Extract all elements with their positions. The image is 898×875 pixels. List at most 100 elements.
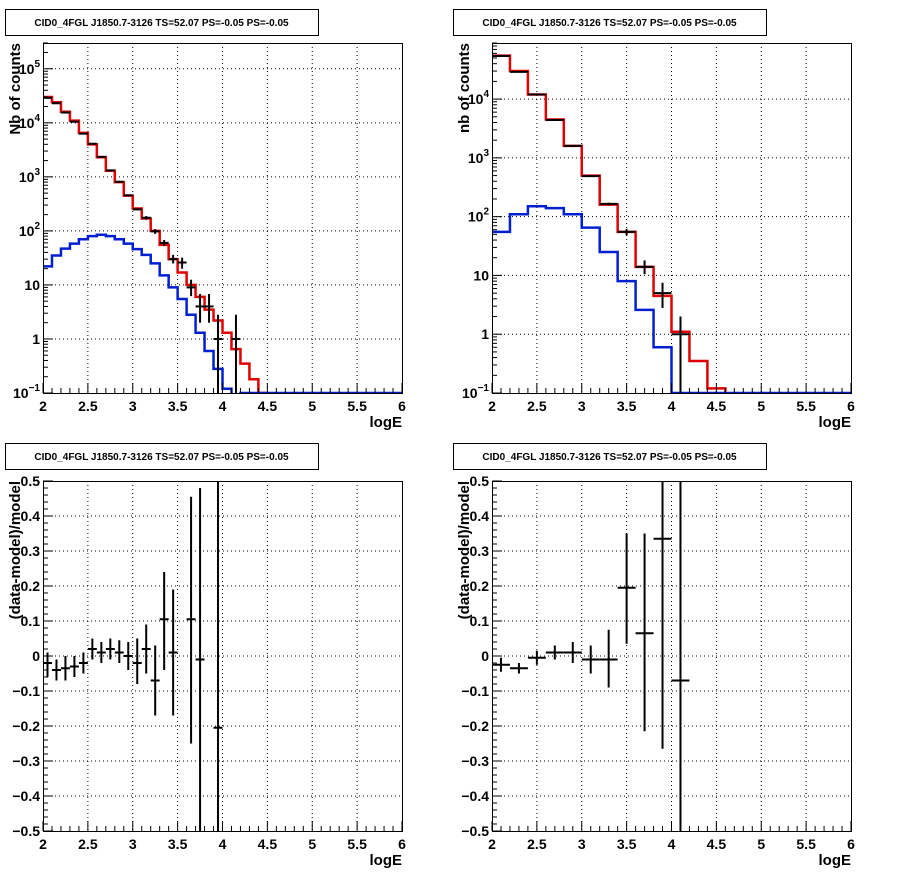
data-point	[51, 659, 61, 681]
data-point	[653, 481, 672, 749]
y-tick-label: 0.3	[21, 543, 41, 559]
x-tick-label: 6	[847, 398, 855, 414]
y-tick-label: 0	[32, 648, 40, 664]
data-point	[60, 111, 70, 114]
x-tick-label: 4.5	[258, 836, 278, 852]
data-point	[653, 282, 672, 308]
data-point	[150, 645, 160, 716]
data-point	[581, 645, 600, 674]
x-tick-label: 4.5	[707, 836, 727, 852]
x-axis-label: logE	[370, 414, 403, 431]
x-tick-label: 3.5	[168, 836, 188, 852]
data-point	[581, 175, 600, 178]
y-tick-label: 0.1	[21, 613, 41, 629]
x-tick-label: 4	[219, 398, 227, 414]
data-point	[527, 650, 546, 665]
x-tick-label: 4	[219, 836, 227, 852]
data-point	[186, 496, 196, 744]
y-axis-label: Nb of counts	[7, 43, 24, 135]
y-axis-label: nb of counts	[456, 43, 473, 133]
x-tick-label: 5.5	[347, 398, 367, 414]
x-tick-label: 5	[308, 398, 316, 414]
y-tick-label: 1	[481, 326, 489, 342]
data-point	[617, 533, 636, 644]
data-point	[114, 640, 124, 663]
x-tick-label: 2.5	[527, 836, 547, 852]
data-point	[599, 629, 618, 688]
y-tick-label: −0.3	[461, 753, 489, 769]
data-point	[141, 216, 151, 220]
y-tick-label: 0.5	[470, 473, 490, 489]
chart-title: CID0_4FGL J1850.7-3126 TS=52.07 PS=-0.05…	[34, 18, 289, 29]
data-point	[671, 316, 690, 393]
y-tick-label: 104	[468, 89, 490, 107]
data-point	[204, 293, 214, 323]
data-point	[78, 652, 88, 674]
plot-frame	[492, 43, 852, 394]
data-point	[159, 572, 169, 670]
data-point	[141, 624, 151, 674]
chart-title: CID0_4FGL J1850.7-3126 TS=52.07 PS=-0.05…	[482, 452, 737, 463]
data-point	[69, 656, 79, 677]
x-tick-label: 5	[757, 836, 765, 852]
data-point	[635, 533, 654, 732]
data-point	[168, 254, 178, 264]
y-tick-label: 1	[32, 331, 40, 347]
series-histogram-2	[492, 205, 851, 393]
chart-panel-3: CID0_4FGL J1850.7-3126 TS=52.07 PS=-0.05…	[5, 443, 406, 869]
title-box	[453, 443, 767, 470]
data-point	[132, 208, 142, 211]
y-tick-label: 10	[473, 267, 489, 283]
y-tick-label: 0.2	[470, 578, 490, 594]
x-tick-label: 3	[129, 398, 137, 414]
y-tick-label: 0.5	[21, 473, 41, 489]
data-point	[195, 488, 205, 831]
data-point	[105, 638, 115, 660]
x-tick-label: 2.5	[527, 398, 547, 414]
data-point	[123, 642, 133, 670]
x-tick-label: 5.5	[796, 398, 816, 414]
y-tick-label: −0.2	[12, 718, 40, 734]
data-point	[545, 645, 564, 660]
data-point	[563, 642, 582, 663]
y-tick-label: 104	[19, 113, 41, 131]
y-tick-label: −0.5	[461, 823, 489, 839]
x-tick-label: 2	[39, 398, 47, 414]
x-tick-label: 3.5	[617, 836, 637, 852]
y-tick-label: −0.4	[461, 788, 489, 804]
y-tick-label: −0.5	[12, 823, 40, 839]
data-point	[43, 96, 52, 99]
y-tick-label: 10	[24, 277, 40, 293]
data-point	[599, 202, 618, 206]
x-tick-label: 5	[308, 836, 316, 852]
y-tick-label: 0.4	[21, 508, 41, 524]
x-axis-label: logE	[819, 414, 852, 431]
data-point	[177, 257, 187, 269]
x-tick-label: 4.5	[258, 398, 278, 414]
data-point	[635, 260, 654, 275]
data-point	[132, 638, 142, 684]
data-point	[60, 656, 70, 681]
y-tick-label: 0.4	[470, 508, 490, 524]
chart-panel-1: CID0_4FGL J1850.7-3126 TS=52.07 PS=-0.05…	[5, 9, 406, 431]
plot-area	[43, 95, 402, 393]
data-point	[213, 481, 223, 831]
data-point	[617, 228, 636, 236]
x-tick-label: 3	[578, 836, 586, 852]
data-point	[105, 169, 115, 172]
data-point	[78, 132, 88, 135]
data-point	[96, 155, 106, 158]
y-tick-label: −0.1	[12, 683, 40, 699]
data-point	[545, 119, 564, 122]
y-tick-label: 10−1	[13, 383, 40, 401]
y-tick-label: 10−1	[462, 383, 489, 401]
y-axis-label: (data-model)/model	[456, 481, 473, 619]
y-tick-label: 105	[19, 59, 41, 77]
data-point	[213, 314, 223, 393]
y-tick-label: 0.3	[470, 543, 490, 559]
data-point	[87, 142, 97, 145]
data-point	[231, 314, 241, 393]
data-point	[492, 657, 510, 672]
y-tick-label: 102	[468, 207, 490, 225]
